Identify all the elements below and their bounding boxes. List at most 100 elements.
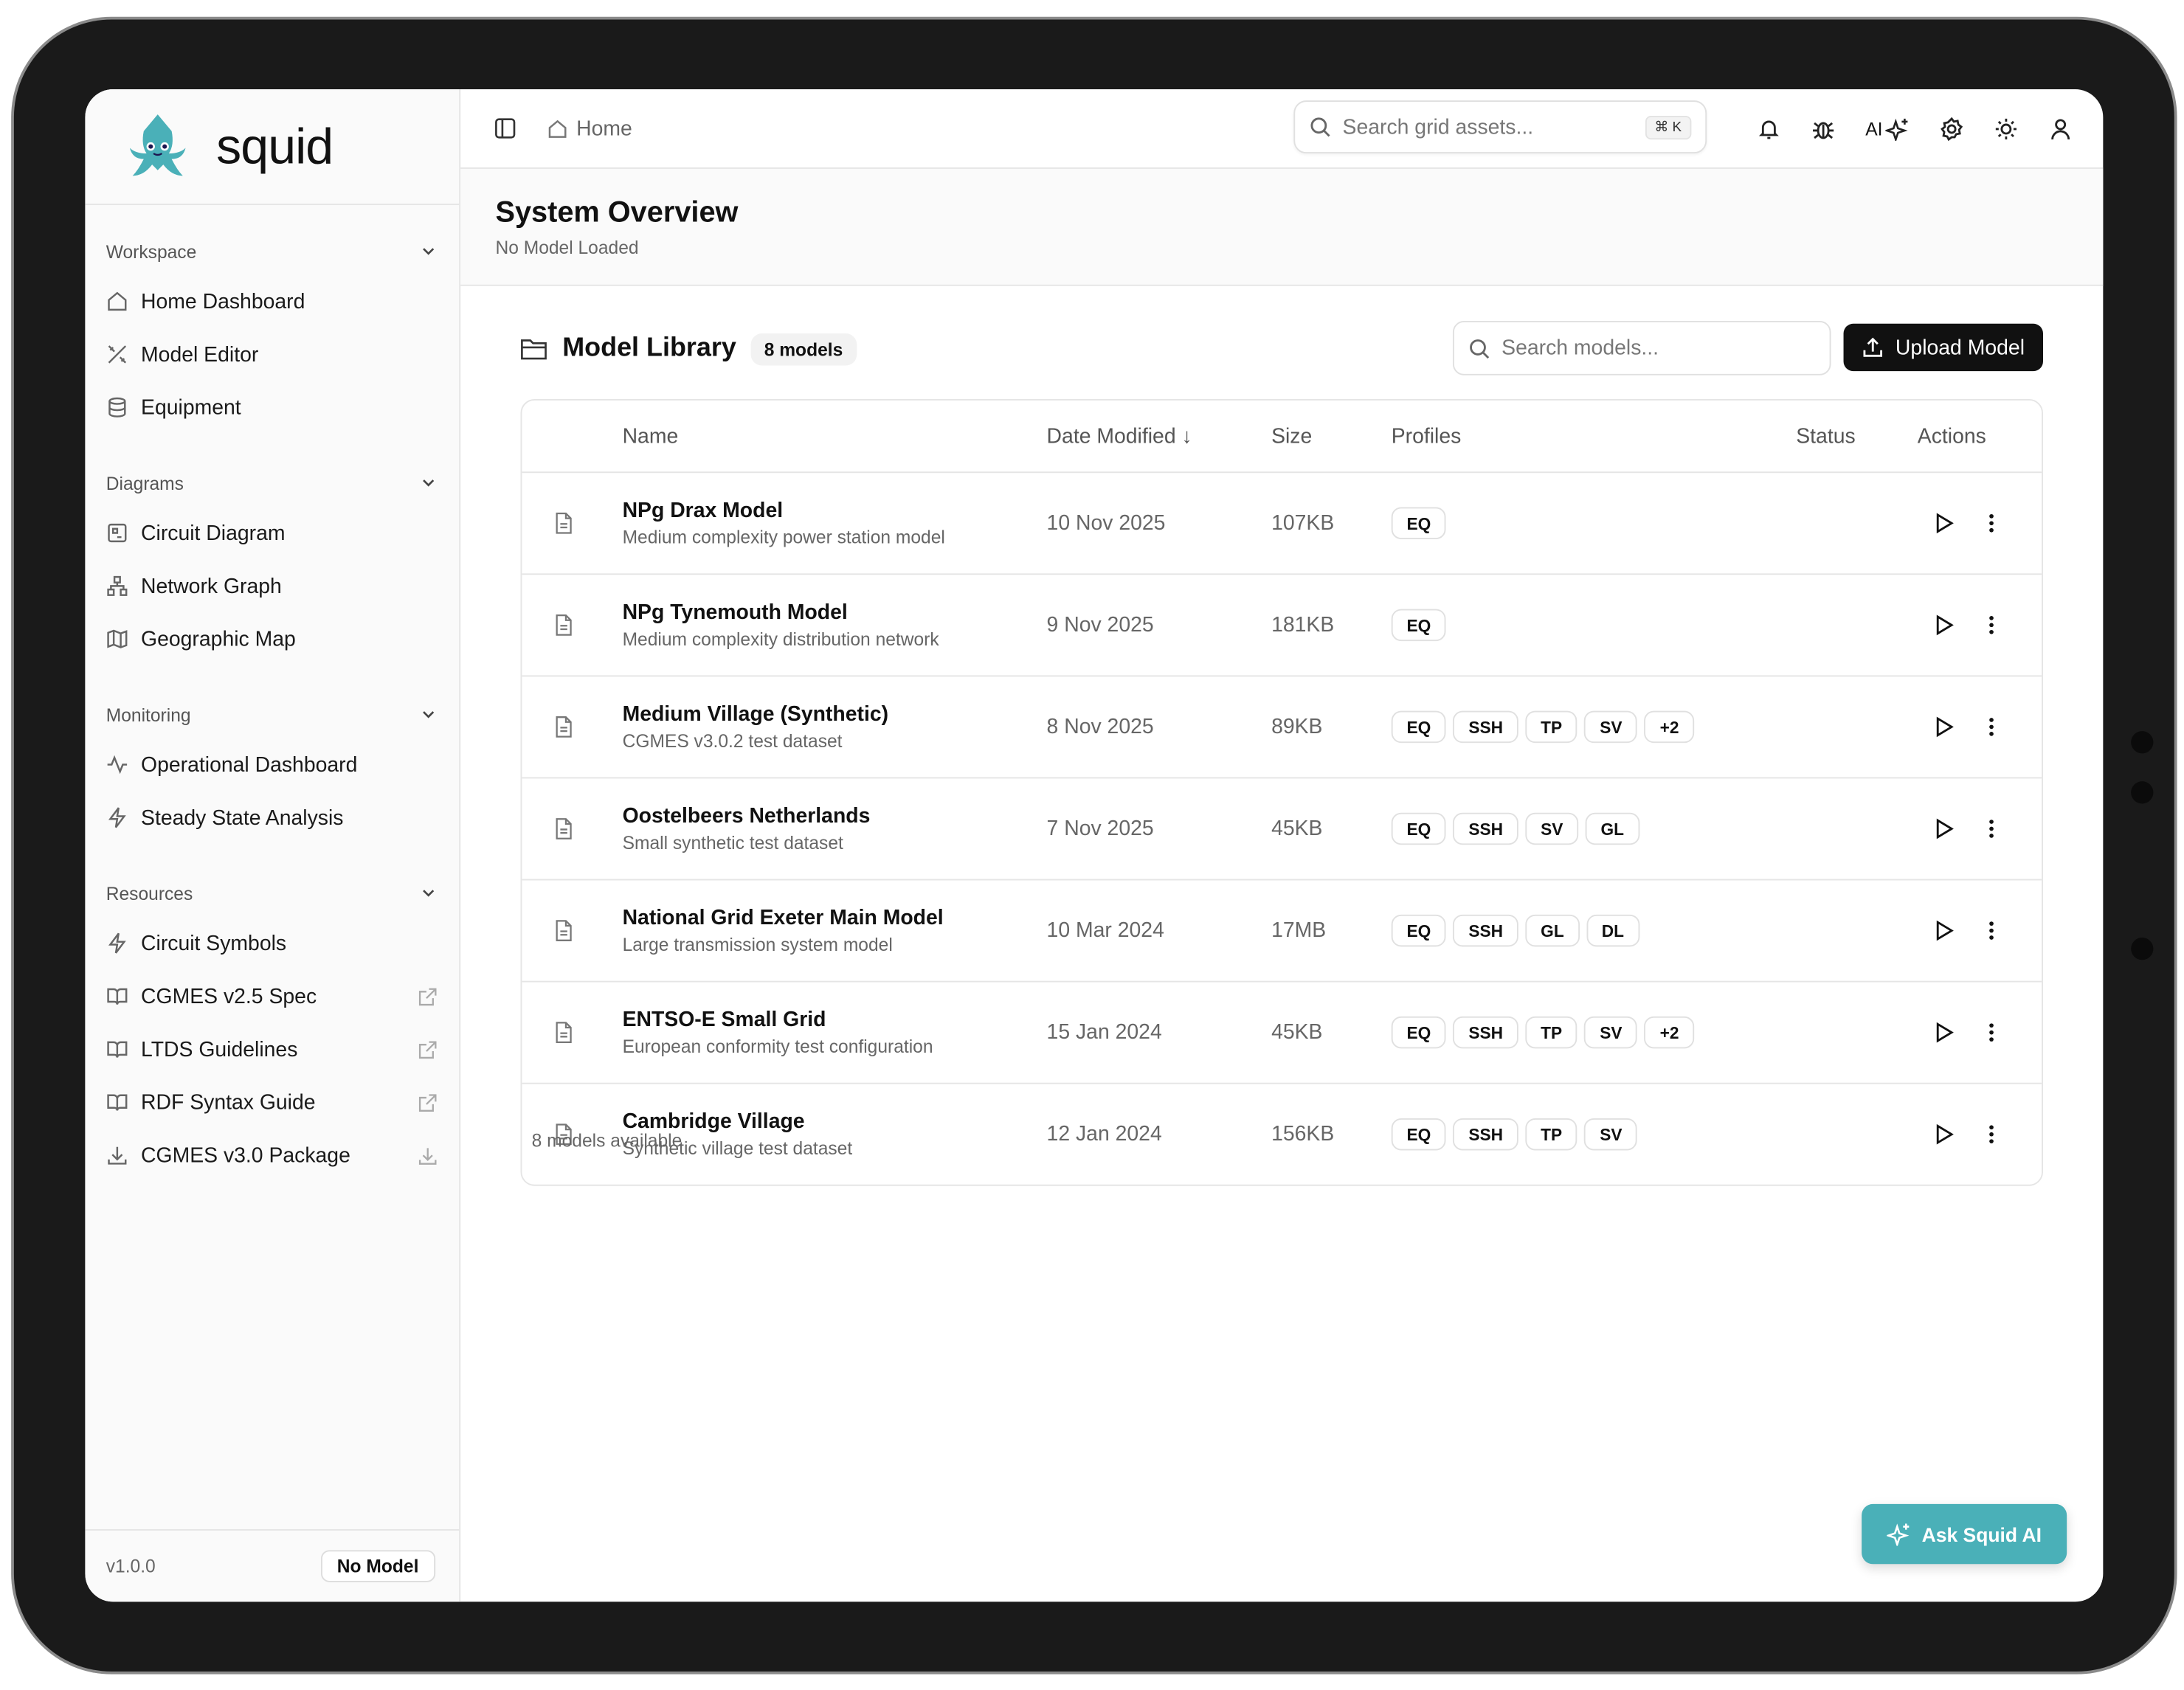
more-options-icon[interactable] (1987, 817, 1995, 839)
sidebar-item-cgmes-v3-0-package[interactable]: CGMES v3.0 Package (106, 1129, 438, 1182)
nav-group-toggle[interactable]: Monitoring (106, 690, 438, 738)
model-name[interactable]: NPg Drax Model (622, 499, 784, 523)
play-icon[interactable] (1933, 919, 1955, 941)
play-icon[interactable] (1933, 614, 1955, 636)
sidebar-item-ltds-guidelines[interactable]: LTDS Guidelines (106, 1022, 438, 1076)
download-icon (418, 1147, 437, 1164)
top-bar: Home Search grid assets... ⌘ K AI (460, 89, 2104, 169)
model-name[interactable]: NPg Tynemouth Model (622, 600, 848, 625)
play-icon[interactable] (1933, 1123, 1955, 1146)
nav-group-toggle[interactable]: Resources (106, 869, 438, 916)
table-row[interactable]: National Grid Exeter Main Model Large tra… (522, 879, 2042, 981)
model-name[interactable]: Cambridge Village (622, 1109, 805, 1134)
sidebar-item-cgmes-v2-5-spec[interactable]: CGMES v2.5 Spec (106, 970, 438, 1023)
upload-model-button[interactable]: Upload Model (1843, 323, 2044, 372)
file-icon (553, 918, 575, 942)
sidebar-item-equipment[interactable]: Equipment (106, 381, 438, 434)
profiles-cell: EQ SSH TP SV +2 (1391, 710, 1695, 744)
breadcrumb-home: Home (576, 116, 632, 141)
chevron-down-icon (423, 479, 435, 487)
profiles-cell: EQ SSH TP SV +2 (1391, 1016, 1695, 1049)
profiles-cell: EQ SSH TP SV (1391, 1118, 1638, 1151)
profile-badge: SV (1584, 710, 1638, 744)
play-icon[interactable] (1933, 817, 1955, 839)
nav-group-title: Monitoring (106, 704, 191, 725)
model-count-badge: 8 models (750, 333, 857, 365)
bug-icon[interactable] (1811, 117, 1834, 141)
table-row[interactable]: Cambridge Village Synthetic village test … (522, 1082, 2042, 1185)
column-header[interactable]: Name (622, 423, 679, 449)
upload-icon (1863, 337, 1883, 357)
profile-badge: SSH (1453, 914, 1518, 947)
profiles-cell: EQ SSH GL DL (1391, 914, 1639, 947)
model-description: Medium complexity power station model (622, 527, 945, 548)
table-row[interactable]: Oostelbeers Netherlands Small synthetic t… (522, 777, 2042, 879)
play-icon[interactable] (1933, 512, 1955, 534)
sidebar-toggle-icon[interactable] (494, 117, 516, 139)
nav-group-toggle[interactable]: Diagrams (106, 459, 438, 506)
brand-logo[interactable]: squid (85, 89, 460, 206)
profiles-cell: EQ SSH SV GL (1391, 812, 1639, 845)
user-icon[interactable] (2049, 117, 2073, 141)
column-header[interactable]: Date Modified ↓ (1046, 423, 1192, 449)
sidebar-item-home-dashboard[interactable]: Home Dashboard (106, 275, 438, 328)
sidebar-item-model-editor[interactable]: Model Editor (106, 328, 438, 381)
model-name[interactable]: Oostelbeers Netherlands (622, 804, 871, 828)
model-search-placeholder: Search models... (1502, 336, 1659, 360)
external-link-icon (418, 1040, 437, 1059)
squid-logo-icon (129, 114, 186, 176)
more-options-icon[interactable] (1987, 919, 1995, 941)
sidebar-item-circuit-diagram[interactable]: Circuit Diagram (106, 507, 438, 560)
home-icon (548, 119, 567, 137)
file-icon (553, 817, 575, 840)
sidebar-item-steady-state-analysis[interactable]: Steady State Analysis (106, 791, 438, 844)
profile-badge: EQ (1391, 1118, 1447, 1151)
nav-group-toggle[interactable]: Workspace (106, 227, 438, 274)
more-options-icon[interactable] (1987, 716, 1995, 738)
play-icon[interactable] (1933, 716, 1955, 738)
ai-assistant-button[interactable]: AI (1865, 117, 1909, 142)
ask-squid-ai-button[interactable]: Ask Squid AI (1862, 1503, 2067, 1565)
file-size: 45KB (1271, 817, 1323, 841)
download-icon (108, 1146, 127, 1165)
column-header[interactable]: Profiles (1391, 423, 1462, 449)
table-row[interactable]: Medium Village (Synthetic) CGMES v3.0.2 t… (522, 675, 2042, 777)
model-name[interactable]: Medium Village (Synthetic) (622, 702, 889, 727)
chevron-down-icon (423, 248, 435, 255)
table-row[interactable]: ENTSO-E Small Grid European conformity te… (522, 980, 2042, 1083)
profile-badge: TP (1525, 710, 1577, 744)
file-size: 45KB (1271, 1020, 1323, 1045)
zap-icon (108, 932, 126, 954)
play-icon[interactable] (1933, 1022, 1955, 1044)
column-header[interactable]: Size (1271, 423, 1313, 449)
sun-icon[interactable] (1994, 117, 2018, 141)
profile-badge: TP (1525, 1118, 1577, 1151)
model-name[interactable]: National Grid Exeter Main Model (622, 906, 944, 930)
file-size: 17MB (1271, 918, 1327, 943)
sparkles-icon (1887, 1523, 1910, 1546)
more-options-icon[interactable] (1987, 1022, 1995, 1044)
global-search-input[interactable]: Search grid assets... ⌘ K (1293, 100, 1707, 154)
more-options-icon[interactable] (1987, 1123, 1995, 1146)
sidebar-item-circuit-symbols[interactable]: Circuit Symbols (106, 917, 438, 970)
gear-icon[interactable] (1940, 117, 1963, 142)
chevron-down-icon (423, 890, 435, 897)
model-search-input[interactable]: Search models... (1452, 321, 1831, 375)
sidebar-item-network-graph[interactable]: Network Graph (106, 559, 438, 612)
more-options-icon[interactable] (1987, 614, 1995, 636)
sidebar-item-geographic-map[interactable]: Geographic Map (106, 612, 438, 665)
nav-group-monitoring: Monitoring Operational Dashboard Steady S… (85, 690, 459, 844)
model-name[interactable]: ENTSO-E Small Grid (622, 1008, 826, 1032)
bell-icon[interactable] (1757, 117, 1780, 141)
page-subtitle: No Model Loaded (495, 237, 639, 258)
model-status-badge: No Model (320, 1550, 436, 1582)
table-row[interactable]: NPg Drax Model Medium complexity power st… (522, 471, 2042, 573)
sidebar-item-rdf-syntax-guide[interactable]: RDF Syntax Guide (106, 1076, 438, 1129)
sidebar-item-operational-dashboard[interactable]: Operational Dashboard (106, 738, 438, 792)
more-options-icon[interactable] (1987, 512, 1995, 534)
sidebar-item-label: Circuit Diagram (141, 521, 286, 545)
profile-badge: SV (1525, 812, 1579, 845)
breadcrumb[interactable]: Home (547, 117, 632, 140)
table-row[interactable]: NPg Tynemouth Model Medium complexity dis… (522, 573, 2042, 675)
profile-badge: DL (1586, 914, 1639, 947)
